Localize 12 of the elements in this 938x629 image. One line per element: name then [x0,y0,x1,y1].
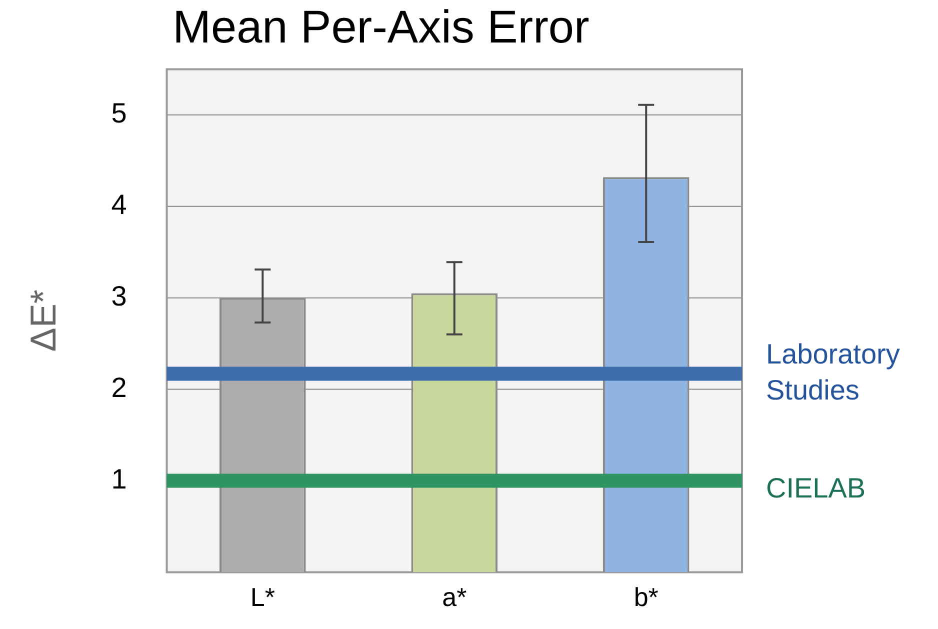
ref-line-label: Laboratory Studies [766,338,900,406]
y-tick-label: 1 [111,463,127,494]
y-tick-label: 2 [111,372,127,404]
y-tick-label: 3 [111,280,127,312]
y-tick-label: 5 [111,98,127,129]
ref-line-label: CIELAB [766,472,866,504]
chart-title: Mean Per-Axis Error [172,0,590,52]
x-tick-label: L* [250,582,275,612]
x-tick-label: b* [634,582,658,612]
x-tick-label: a* [442,582,467,612]
y-tick-label: 4 [111,189,127,220]
y-axis-title: ΔE* [22,290,64,352]
